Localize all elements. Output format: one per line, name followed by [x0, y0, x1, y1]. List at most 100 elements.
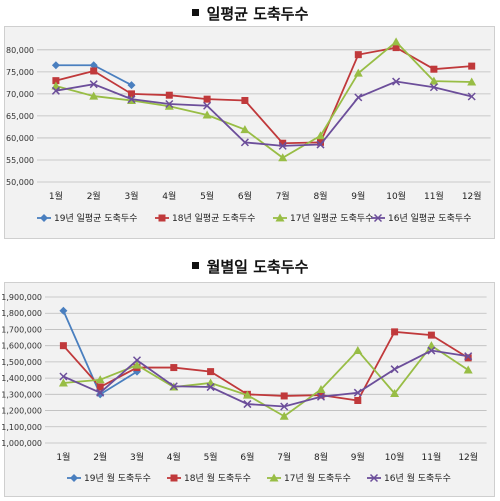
- data-point-y17: [316, 384, 326, 393]
- legend-item-y17: 17년 일평균 도축두수: [273, 213, 373, 224]
- data-point-y19: [51, 61, 60, 70]
- legend-item-y16: 16년 일평균 도축두수: [371, 213, 471, 224]
- data-point-y16: [127, 95, 136, 104]
- data-point-y18: [464, 354, 472, 362]
- data-point-y18: [354, 396, 362, 404]
- data-point-y17: [95, 375, 105, 384]
- data-point-y18: [279, 139, 287, 147]
- y-tick-label: 1,500,000: [1, 358, 42, 367]
- x-tick-label: 9월: [351, 451, 365, 463]
- data-point-y18: [468, 62, 476, 70]
- x-tick-label: 2월: [87, 190, 101, 202]
- series-line-y17: [55, 40, 472, 159]
- x-tick-label: 6월: [238, 190, 252, 202]
- legend-item-y18: 18년 월 도축두수: [167, 472, 251, 484]
- x-tick-label: 10월: [386, 190, 406, 202]
- data-point-y17: [242, 390, 252, 399]
- series-y19: [51, 61, 136, 90]
- y-tick-label: 1,200,000: [1, 407, 42, 416]
- y-tick-label: 1,600,000: [1, 342, 42, 351]
- x-tick-label: 9월: [351, 190, 365, 202]
- data-point-y18: [280, 392, 288, 400]
- series-y16: [51, 77, 476, 150]
- bullet-square-icon: [191, 9, 199, 16]
- series-line-y18: [55, 46, 472, 145]
- data-point-y16: [59, 372, 68, 381]
- x-tick-label: 8월: [314, 451, 328, 463]
- data-point-y16: [203, 101, 212, 110]
- data-point-y16: [243, 400, 252, 409]
- data-point-y16: [427, 346, 436, 355]
- x-tick-label: 6월: [240, 451, 254, 463]
- x-tick-label: 7월: [277, 451, 291, 463]
- series-y17: [58, 341, 473, 420]
- data-point-y19: [127, 81, 136, 90]
- data-point-y16: [165, 99, 174, 109]
- bullet-square-icon: [191, 262, 199, 269]
- x-tick-label: 5월: [200, 190, 214, 202]
- data-point-y16: [280, 402, 289, 411]
- x-tick-label: 5월: [204, 451, 218, 463]
- data-point-y18: [207, 368, 215, 376]
- x-tick-label: 1월: [49, 190, 63, 202]
- data-point-y16: [390, 365, 399, 374]
- data-point-y17: [58, 378, 68, 387]
- x-tick-label: 4월: [162, 190, 176, 202]
- y-tick-label: 1,400,000: [1, 374, 42, 383]
- chart-title-monthly-total: 월별일 도축두수: [0, 256, 500, 277]
- data-point-y16: [429, 83, 438, 92]
- data-point-y16: [89, 80, 98, 89]
- data-point-y17: [390, 389, 400, 398]
- data-point-y17: [467, 77, 477, 86]
- x-tick-label: 3월: [130, 451, 144, 463]
- legend-label: 18년 일평균 도축두수: [172, 213, 255, 224]
- legend-item-y16: 16년 월 도축두수: [367, 472, 451, 484]
- data-point-y18: [241, 96, 249, 104]
- y-tick-label: 1,900,000: [1, 293, 42, 302]
- data-point-y18: [128, 90, 135, 98]
- data-point-y16: [392, 77, 401, 86]
- y-tick-label: 70,000: [6, 90, 34, 99]
- data-point-y18: [317, 138, 324, 146]
- x-tick-label: 12월: [458, 451, 478, 463]
- series-line-y16: [55, 80, 472, 147]
- data-point-y17: [353, 346, 363, 355]
- series-y18: [59, 328, 472, 404]
- data-point-y16: [51, 86, 60, 95]
- data-point-y16: [353, 388, 362, 397]
- data-point-y16: [278, 141, 287, 150]
- data-point-y18: [430, 65, 438, 73]
- y-tick-label: 80,000: [6, 46, 34, 55]
- y-tick-label: 50,000: [6, 178, 34, 187]
- legend-item-y18: 18년 일평균 도축두수: [155, 213, 255, 224]
- chart-title-monthly-total-text: 월별일 도축두수: [206, 258, 309, 276]
- legend-swatch-marker: [275, 213, 285, 222]
- legend-label: 19년 월 도축두수: [84, 472, 151, 484]
- data-point-y18: [52, 77, 60, 85]
- data-point-y17: [429, 76, 439, 85]
- data-point-y18: [391, 328, 399, 336]
- x-tick-label: 8월: [313, 190, 327, 202]
- data-point-y17: [463, 365, 473, 374]
- data-point-y16: [240, 138, 249, 147]
- series-y16: [59, 346, 473, 411]
- data-point-y17: [279, 411, 289, 420]
- legend-swatch-marker: [158, 214, 166, 222]
- y-tick-label: 1,700,000: [1, 325, 42, 334]
- data-point-y17: [316, 131, 325, 140]
- data-point-y18: [59, 342, 67, 350]
- legend-swatch-marker: [70, 474, 78, 482]
- x-tick-label: 11월: [424, 190, 444, 202]
- legend-item-y17: 17년 월 도축두수: [267, 472, 351, 484]
- data-point-y16: [132, 356, 142, 365]
- data-point-y17: [391, 37, 401, 46]
- data-point-y17: [164, 101, 174, 110]
- y-tick-label: 1,000,000: [1, 439, 42, 448]
- series-line-y18: [62, 330, 469, 402]
- legend-label: 17년 일평균 도축두수: [290, 213, 373, 224]
- legend-label: 16년 일평균 도축두수: [388, 213, 471, 224]
- chart-title-daily-average: 일평균 도축두수: [0, 3, 500, 24]
- y-tick-label: 75,000: [6, 68, 34, 77]
- data-point-y18: [165, 91, 173, 99]
- legend-label: 18년 월 도축두수: [184, 472, 251, 484]
